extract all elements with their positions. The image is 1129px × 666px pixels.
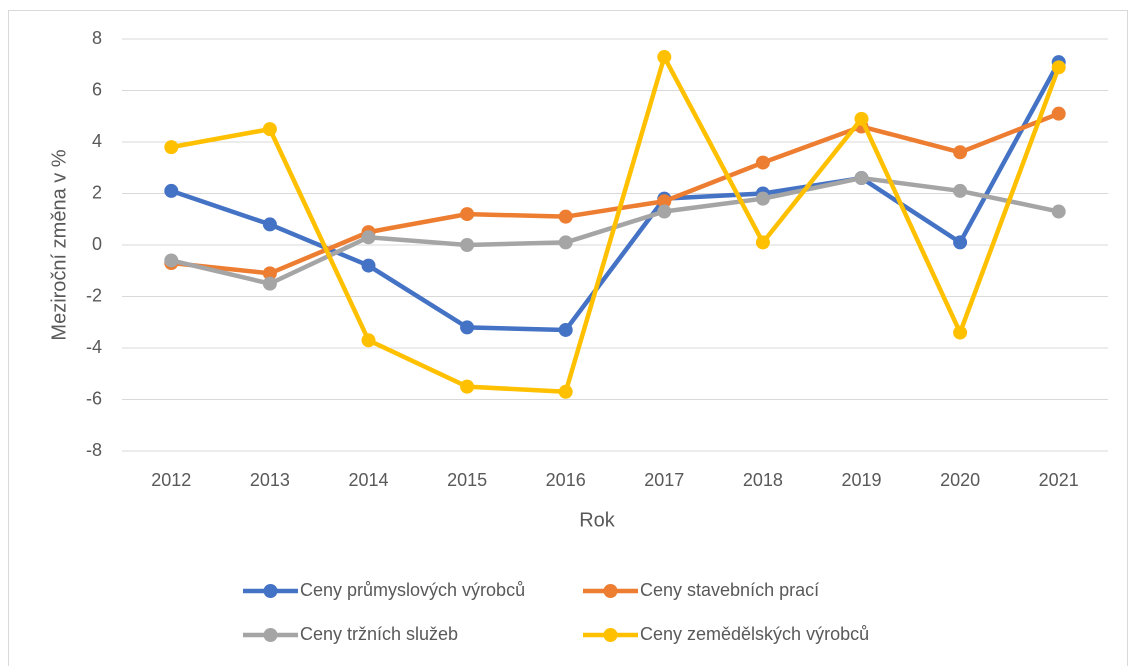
data-point <box>953 325 968 340</box>
x-tick-label: 2013 <box>250 470 290 490</box>
legend-marker <box>263 584 278 598</box>
data-point <box>558 322 573 337</box>
data-point <box>558 209 573 224</box>
y-tick-label: -6 <box>86 388 102 408</box>
x-tick-label: 2016 <box>546 470 586 490</box>
data-point <box>854 171 869 186</box>
data-point <box>657 50 672 65</box>
x-tick-label: 2018 <box>743 470 783 490</box>
legend-marker <box>603 584 618 598</box>
data-point <box>657 204 672 219</box>
data-point <box>1051 60 1066 75</box>
data-point <box>262 276 277 291</box>
y-tick-label: 8 <box>92 28 102 48</box>
data-point <box>854 111 869 126</box>
y-tick-label: -4 <box>86 337 102 357</box>
data-point <box>164 253 179 268</box>
y-tick-label: 2 <box>92 182 102 202</box>
data-point <box>164 140 179 155</box>
y-tick-label: 6 <box>92 79 102 99</box>
data-point <box>460 320 475 335</box>
data-point <box>361 258 376 273</box>
data-point <box>657 194 672 209</box>
series-line <box>170 61 1061 333</box>
data-point <box>164 183 179 198</box>
data-point <box>361 333 376 348</box>
y-tick-label: 0 <box>92 234 102 254</box>
data-point <box>1051 106 1066 121</box>
x-tick-label: 2021 <box>1039 470 1079 490</box>
y-axis-label: Meziroční změna v % <box>48 149 70 340</box>
x-tick-label: 2017 <box>644 470 684 490</box>
data-point <box>361 230 376 245</box>
data-point <box>755 235 770 250</box>
data-point <box>953 235 968 250</box>
y-tick-label: 4 <box>92 131 102 151</box>
chart-frame <box>8 10 1128 666</box>
data-point <box>262 217 277 232</box>
x-tick-label: 2012 <box>151 470 191 490</box>
data-point <box>1051 204 1066 219</box>
legend-label: Ceny průmyslových výrobců <box>300 580 525 600</box>
data-point <box>953 145 968 160</box>
x-tick-label: 2014 <box>348 470 388 490</box>
series-line <box>170 54 1061 395</box>
legend-marker <box>263 628 278 642</box>
x-tick-label: 2019 <box>841 470 881 490</box>
data-point <box>460 238 475 252</box>
x-tick-label: 2020 <box>940 470 980 490</box>
data-point <box>460 379 475 394</box>
data-point <box>558 384 573 399</box>
y-tick-label: -2 <box>86 285 102 305</box>
data-point <box>755 155 770 170</box>
data-point <box>953 183 968 198</box>
data-point <box>262 266 277 281</box>
legend-label: Ceny zemědělských výrobců <box>640 624 869 644</box>
data-point <box>460 207 475 222</box>
data-point <box>755 191 770 206</box>
data-point <box>262 122 277 137</box>
legend-marker <box>603 628 618 642</box>
legend-label: Ceny tržních služeb <box>300 624 458 644</box>
legend-label: Ceny stavebních prací <box>640 580 819 600</box>
x-tick-label: 2015 <box>447 470 487 490</box>
x-axis-label: Rok <box>579 509 616 531</box>
series-line <box>171 111 1060 276</box>
y-tick-label: -8 <box>86 440 102 460</box>
data-point <box>558 235 573 250</box>
